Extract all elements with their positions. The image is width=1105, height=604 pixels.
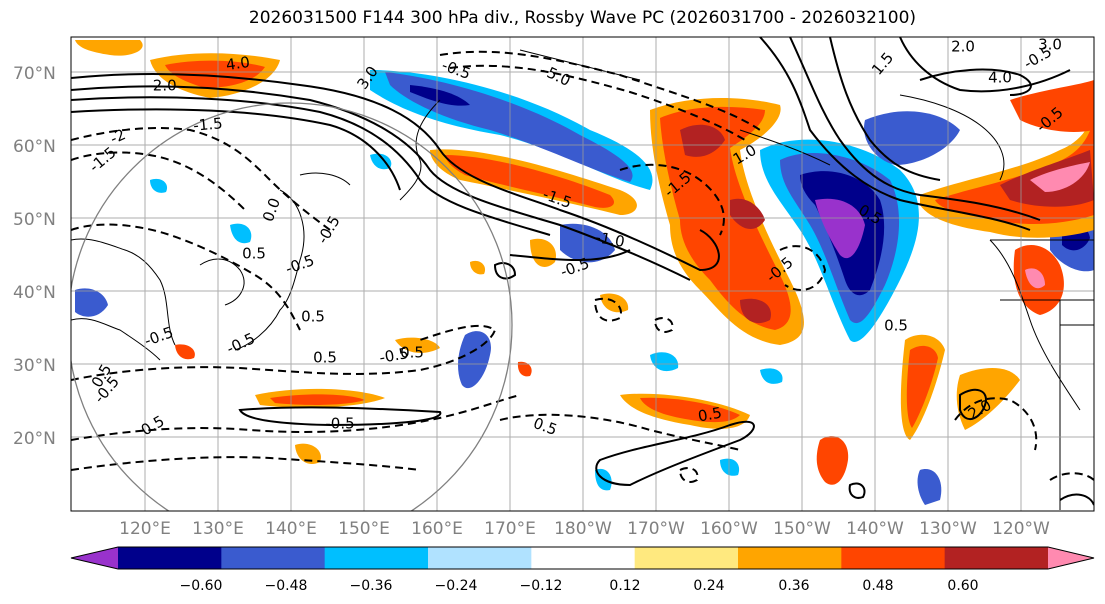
lon-label: 160°W xyxy=(700,519,758,539)
contour-label: -2.0 xyxy=(147,77,176,95)
colorbar-extend-min xyxy=(71,547,118,569)
lat-label: 20°N xyxy=(13,429,56,449)
colorbar-tick-label: −0.60 xyxy=(180,578,223,594)
colorbar-segment xyxy=(118,547,222,569)
contour-label: 3.0 xyxy=(1038,36,1062,54)
colorbar-tick-label: −0.36 xyxy=(350,578,393,594)
contour-label: 2.0 xyxy=(951,38,975,56)
colorbar-segment xyxy=(324,547,429,569)
lon-label: 140°E xyxy=(265,519,317,539)
colorbar-tick-label: 0.48 xyxy=(862,578,893,594)
map-title: 2026031500 F144 300 hPa div., Rossby Wav… xyxy=(248,8,917,28)
contour-label: 0.5 xyxy=(884,317,908,335)
lon-label: 170°W xyxy=(627,519,685,539)
colorbar-tick-label: 0.60 xyxy=(947,578,978,594)
lon-label: 120°E xyxy=(119,519,171,539)
colorbar-tick-label: −0.12 xyxy=(520,578,563,594)
colorbar-segment xyxy=(841,547,946,569)
lat-label: 40°N xyxy=(13,283,56,303)
contour-label: 4.0 xyxy=(225,53,251,74)
lon-label: 150°W xyxy=(773,519,831,539)
coastlines xyxy=(71,49,1094,510)
colorbar-tick-label: −0.48 xyxy=(265,578,308,594)
contour-label: 0.5 xyxy=(242,245,266,263)
colorbar-segment xyxy=(738,547,842,569)
contour-label: 0.5 xyxy=(301,308,325,326)
contour-label: -1.5 xyxy=(193,114,224,134)
colorbar-extend-max xyxy=(1048,547,1094,569)
map-plot-area: -2.04.0 3.0 -0.5 -5.0-1.5-2-1.50.0-0.5-1.5-… xyxy=(71,36,1094,511)
colorbar-segment xyxy=(634,547,739,569)
contour-label: 0.5 xyxy=(697,404,724,426)
colorbar-tick-label: 0.24 xyxy=(693,578,724,594)
colorbar-tick-label: −0.24 xyxy=(435,578,478,594)
lon-label: 130°W xyxy=(919,519,977,539)
lon-label: 150°E xyxy=(338,519,390,539)
lon-label: 130°E xyxy=(192,519,244,539)
gridlines xyxy=(71,37,1094,511)
map-frame xyxy=(70,36,1095,512)
contour-label: 0.5 xyxy=(400,344,424,362)
lon-label: 160°E xyxy=(411,519,463,539)
colorbar-segment xyxy=(944,547,1049,569)
longitude-labels: 120°E 130°E 140°E 150°E 160°E 170°E 180°… xyxy=(119,519,1050,539)
lat-label: 50°N xyxy=(13,210,56,230)
colorbar-tick-label: 0.12 xyxy=(609,578,640,594)
colorbar-ticks: −0.60 −0.48 −0.36 −0.24 −0.12 0.12 0.24 … xyxy=(180,578,979,594)
reference-circle xyxy=(71,102,513,511)
lon-label: 120°W xyxy=(992,519,1050,539)
latitude-labels: 70°N 60°N 50°N 40°N 30°N 20°N xyxy=(13,64,56,449)
colorbar-outline xyxy=(70,546,1095,570)
contour-label: 0.5 xyxy=(313,349,337,367)
contour-label: -0.5 xyxy=(325,415,354,433)
contour-label: -2 xyxy=(107,125,128,148)
contour-label: -0.5 xyxy=(378,344,410,367)
colorbar-tick-label: 0.36 xyxy=(778,578,809,594)
lat-label: 30°N xyxy=(13,356,56,376)
lat-label: 70°N xyxy=(13,64,56,84)
contour-label: -1.0 xyxy=(594,228,626,251)
contour-label: 4.0 xyxy=(988,69,1012,87)
lon-label: 170°E xyxy=(484,519,536,539)
lat-label: 60°N xyxy=(13,137,56,157)
colorbar-segment xyxy=(221,547,326,569)
colorbar-segment xyxy=(531,547,636,569)
colorbar-segment xyxy=(428,547,532,569)
lon-label: 140°W xyxy=(846,519,904,539)
colorbar xyxy=(70,546,1095,570)
contours-dashed xyxy=(71,50,1094,483)
contours-solid xyxy=(71,37,1094,506)
lon-label: 180°W xyxy=(554,519,612,539)
